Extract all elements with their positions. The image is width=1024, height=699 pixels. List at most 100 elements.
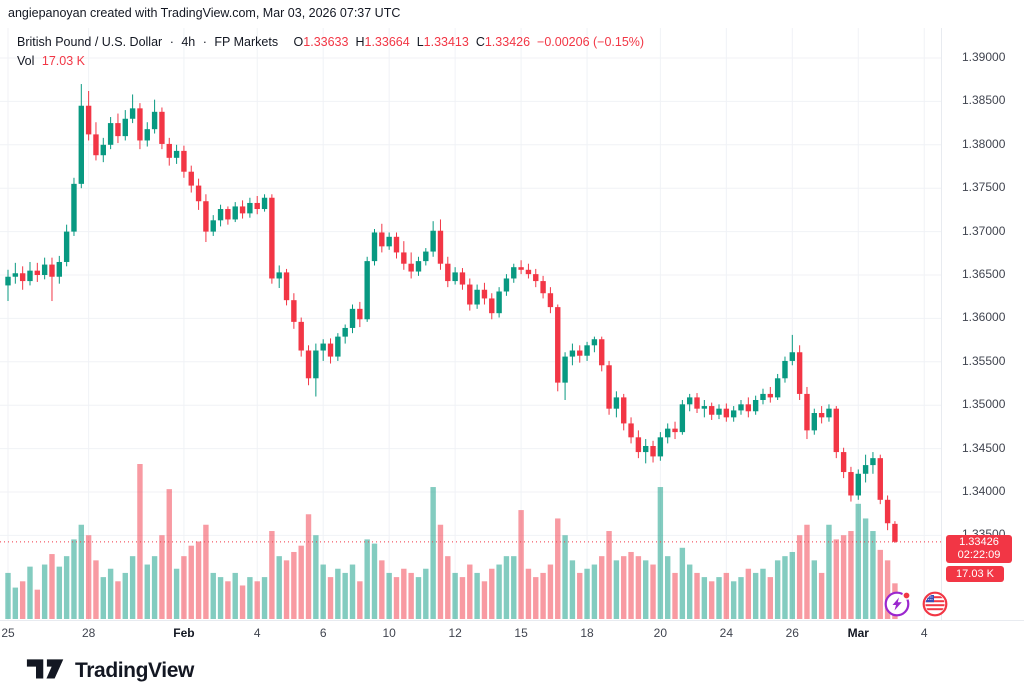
candle-body: [569, 350, 576, 357]
candle-body: [364, 261, 370, 320]
candle-body: [430, 230, 436, 252]
market-name[interactable]: FP Markets: [214, 35, 279, 49]
volume-bar: [760, 568, 766, 619]
candle-body: [577, 350, 583, 356]
candle-body: [173, 150, 180, 158]
candle-body: [686, 397, 693, 405]
volume-bar: [357, 581, 363, 619]
time-tick-label: 20: [653, 626, 668, 640]
candle-body: [679, 404, 686, 433]
candle-body: [203, 201, 209, 232]
candle-body: [254, 202, 260, 210]
volume-bar: [364, 539, 370, 619]
volume-bar: [173, 568, 180, 619]
volume-bar: [840, 535, 847, 619]
candle-body: [716, 408, 722, 415]
volume-bar: [804, 524, 810, 619]
close-label: C: [475, 35, 485, 49]
volume-bar: [283, 560, 290, 619]
candle-body: [247, 202, 253, 214]
price-axis[interactable]: 1.335001.340001.345001.350001.355001.360…: [941, 28, 1024, 646]
volume-bar: [481, 581, 488, 619]
candle-body: [437, 230, 444, 264]
tradingview-logo[interactable]: TradingView: [26, 656, 194, 686]
tradingview-logo-icon: [26, 656, 66, 686]
candle-body: [379, 232, 385, 247]
volume-bar: [679, 547, 686, 619]
candle-body: [884, 499, 891, 524]
volume-bar: [78, 524, 84, 619]
candle-body: [708, 406, 715, 415]
volume-bar: [547, 564, 554, 619]
candle-body: [452, 272, 458, 282]
candle-body: [137, 108, 143, 141]
change-value: −0.00206 (−0.15%): [537, 35, 645, 49]
candle-body: [408, 263, 414, 272]
candle-body: [833, 408, 839, 453]
price-tick-label: 1.38500: [962, 93, 1006, 108]
candle-body: [269, 197, 275, 279]
candle-body: [56, 261, 63, 277]
spark-icon[interactable]: [883, 589, 913, 619]
volume-bar: [430, 487, 436, 619]
candle-body: [540, 281, 546, 294]
volume-bar: [782, 556, 788, 619]
candle-body: [628, 423, 634, 438]
candle-body: [349, 308, 356, 328]
separator: ·: [169, 35, 174, 49]
candle-body: [804, 393, 810, 431]
candle-body: [818, 413, 825, 418]
volume-bar: [269, 531, 275, 619]
volume-bar: [628, 551, 634, 619]
volume-bar: [657, 487, 664, 619]
candle-body: [745, 404, 752, 412]
ohlc-values: O1.33633 H1.33664 L1.33413 C1.33426 −0.00206…: [294, 35, 645, 49]
candle-body: [840, 452, 847, 473]
candle-body: [78, 105, 84, 184]
volume-bar: [408, 572, 414, 619]
low-label: L: [416, 35, 424, 49]
legend-row-symbol: British Pound / U.S. Dollar · 4h · FP Ma…: [17, 33, 644, 52]
volume-bar: [210, 572, 216, 619]
candle-body: [41, 264, 48, 275]
time-axis[interactable]: 25 28 Feb 4 6 10 12 15 18 20 24 26 Mar 4: [0, 620, 1024, 647]
volume-bar: [115, 581, 121, 619]
time-tick-label: 4: [253, 626, 261, 640]
candle-body: [71, 183, 77, 232]
candle-body: [591, 339, 598, 346]
interval-value[interactable]: 4h: [181, 35, 196, 49]
candle-body: [291, 300, 297, 322]
volume-bar: [694, 572, 700, 619]
price-tick-label: 1.37500: [962, 180, 1006, 195]
volume-bar: [313, 535, 319, 619]
volume-bar: [93, 560, 99, 619]
candle-body: [782, 360, 788, 379]
volume-bar: [122, 572, 128, 619]
volume-bar: [884, 560, 891, 619]
tradingview-logo-text: TradingView: [75, 659, 194, 682]
time-tick-label: Feb: [173, 626, 195, 640]
bar-countdown: 02:22:09: [957, 549, 1001, 561]
price-tick-label: 1.35500: [962, 353, 1006, 368]
time-tick-label: 10: [382, 626, 396, 640]
price-chart-pane[interactable]: [0, 28, 941, 620]
price-tick-label: 1.39000: [962, 50, 1006, 64]
high-label: H: [355, 35, 365, 49]
candle-body: [305, 350, 312, 379]
volume-bar: [540, 572, 546, 619]
candle-body: [511, 267, 517, 279]
low-value: 1.33413: [423, 35, 469, 49]
candle-body: [342, 327, 348, 337]
volume-bar: [342, 572, 348, 619]
volume-bar: [298, 545, 304, 619]
volume-bar: [371, 543, 378, 619]
volume-bar: [730, 581, 737, 619]
volume-bar: [738, 577, 744, 619]
time-tick-label: 12: [448, 626, 462, 640]
us-flag-icon[interactable]: [920, 589, 950, 619]
volume-bar: [100, 577, 106, 619]
candle-body: [752, 399, 759, 412]
volume-label[interactable]: Vol: [17, 54, 35, 68]
symbol-title[interactable]: British Pound / U.S. Dollar: [17, 35, 163, 49]
